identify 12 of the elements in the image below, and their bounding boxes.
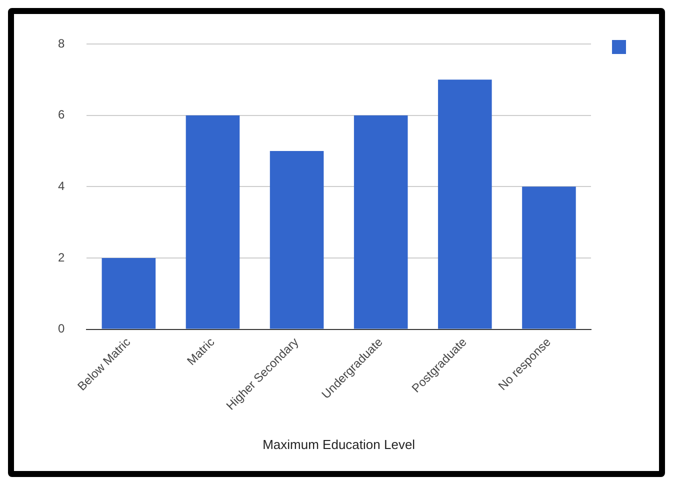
bar (102, 258, 156, 329)
y-tick-label: 8 (58, 36, 65, 50)
y-tick-label: 2 (58, 250, 65, 264)
x-axis-title: Maximum Education Level (262, 436, 416, 452)
bar (438, 80, 492, 329)
bar (186, 115, 240, 329)
bar (354, 115, 408, 329)
bar (270, 150, 324, 329)
bar (522, 186, 576, 329)
y-tick-label: 4 (58, 178, 65, 193)
y-tick-label: 0 (58, 322, 65, 336)
y-tick-label: 6 (58, 108, 65, 122)
